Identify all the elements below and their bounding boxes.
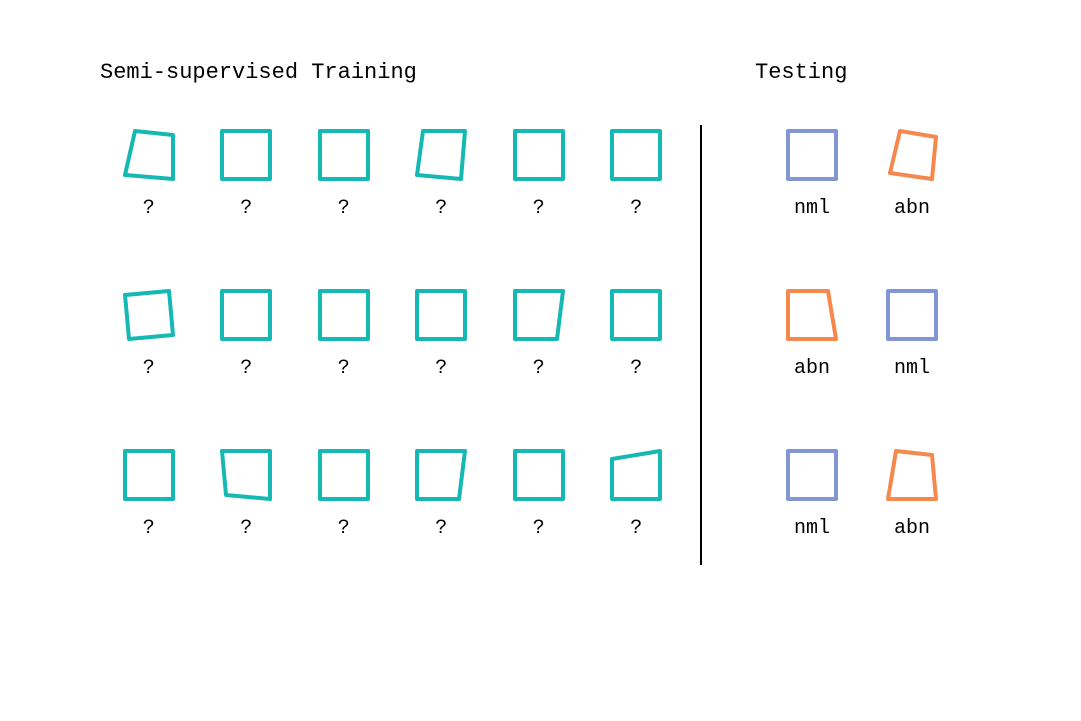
training-cell: ? xyxy=(588,285,686,405)
testing-cell: nml xyxy=(762,445,862,565)
testing-header: Testing xyxy=(700,60,980,85)
shape-icon xyxy=(411,125,471,185)
shape-icon xyxy=(411,285,471,345)
shape-icon xyxy=(216,125,276,185)
shape-icon xyxy=(782,285,842,345)
cell-label: ? xyxy=(533,197,545,220)
cell-label: ? xyxy=(630,517,642,540)
testing-cell: nml xyxy=(762,125,862,245)
cell-label: ? xyxy=(338,357,350,380)
training-grid: ?????????????????? xyxy=(100,125,685,565)
shape-icon xyxy=(119,445,179,505)
training-cell: ? xyxy=(100,285,198,405)
testing-cell: abn xyxy=(862,445,962,565)
shape-icon xyxy=(314,285,374,345)
shape-icon xyxy=(314,125,374,185)
cell-label: nml xyxy=(794,197,830,220)
shape-icon xyxy=(509,125,569,185)
shape-icon xyxy=(782,445,842,505)
testing-cell: nml xyxy=(862,285,962,405)
training-header: Semi-supervised Training xyxy=(100,60,700,85)
cell-label: ? xyxy=(630,357,642,380)
cell-label: ? xyxy=(435,517,447,540)
training-cell: ? xyxy=(100,125,198,245)
shape-icon xyxy=(882,445,942,505)
shape-icon xyxy=(216,445,276,505)
cell-label: nml xyxy=(794,517,830,540)
training-cell: ? xyxy=(490,445,588,565)
training-cell: ? xyxy=(295,445,393,565)
training-cell: ? xyxy=(490,285,588,405)
shape-icon xyxy=(606,285,666,345)
testing-cell: abn xyxy=(762,285,862,405)
cell-label: ? xyxy=(435,197,447,220)
shape-icon xyxy=(314,445,374,505)
cell-label: ? xyxy=(533,357,545,380)
cell-label: ? xyxy=(143,517,155,540)
cell-label: abn xyxy=(894,197,930,220)
training-cell: ? xyxy=(295,125,393,245)
shape-icon xyxy=(509,285,569,345)
shape-icon xyxy=(119,285,179,345)
cell-label: ? xyxy=(338,197,350,220)
training-cell: ? xyxy=(393,445,491,565)
shape-icon xyxy=(882,285,942,345)
cell-label: ? xyxy=(240,517,252,540)
cell-label: ? xyxy=(533,517,545,540)
cell-label: ? xyxy=(630,197,642,220)
training-cell: ? xyxy=(100,445,198,565)
training-cell: ? xyxy=(588,445,686,565)
shape-icon xyxy=(509,445,569,505)
training-cell: ? xyxy=(198,125,296,245)
cell-label: ? xyxy=(240,357,252,380)
training-cell: ? xyxy=(393,125,491,245)
shape-icon xyxy=(606,125,666,185)
cell-label: ? xyxy=(240,197,252,220)
shape-icon xyxy=(411,445,471,505)
testing-cell: abn xyxy=(862,125,962,245)
training-cell: ? xyxy=(588,125,686,245)
cell-label: ? xyxy=(338,517,350,540)
cell-label: ? xyxy=(143,197,155,220)
cell-label: ? xyxy=(143,357,155,380)
cell-label: ? xyxy=(435,357,447,380)
training-cell: ? xyxy=(490,125,588,245)
shape-icon xyxy=(606,445,666,505)
shape-icon xyxy=(882,125,942,185)
testing-grid: nml abn abn nml nml abn xyxy=(702,125,962,565)
training-cell: ? xyxy=(198,445,296,565)
cell-label: nml xyxy=(894,357,930,380)
cell-label: abn xyxy=(794,357,830,380)
cell-label: abn xyxy=(894,517,930,540)
shape-icon xyxy=(782,125,842,185)
training-cell: ? xyxy=(393,285,491,405)
shape-icon xyxy=(119,125,179,185)
training-cell: ? xyxy=(295,285,393,405)
training-cell: ? xyxy=(198,285,296,405)
shape-icon xyxy=(216,285,276,345)
